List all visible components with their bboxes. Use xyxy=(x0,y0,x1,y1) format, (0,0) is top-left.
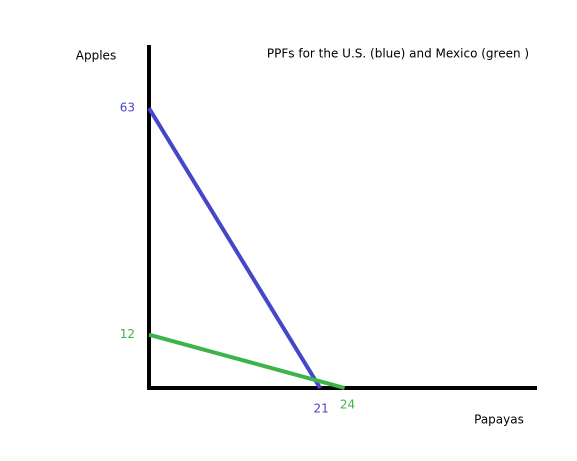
y-axis-label: Apples xyxy=(76,49,116,63)
x-intercept-label: 21 xyxy=(313,402,328,416)
x-axis-label: Papayas xyxy=(474,413,524,427)
chart-title: PPFs for the U.S. (blue) and Mexico (gre… xyxy=(267,47,529,61)
ppf-line xyxy=(147,107,322,390)
x-intercept-label: 24 xyxy=(340,398,355,412)
ppf-line xyxy=(148,332,346,390)
y-intercept-label: 63 xyxy=(120,101,135,115)
y-intercept-label: 12 xyxy=(120,327,135,341)
